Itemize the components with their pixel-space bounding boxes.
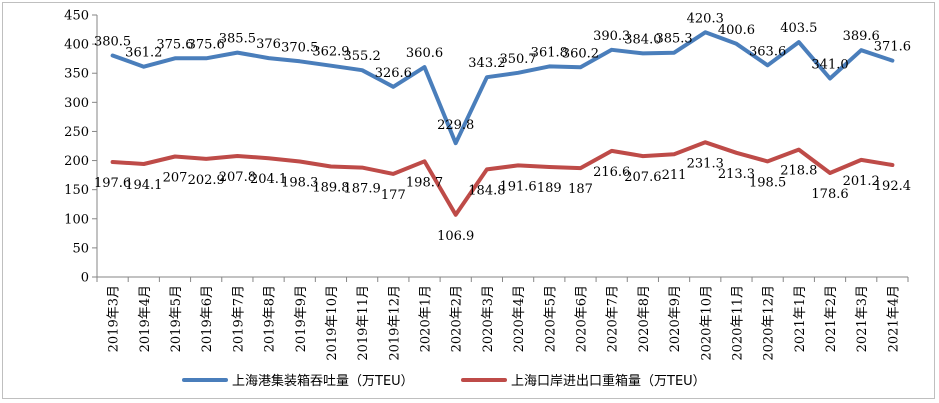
x-tick-label: 2020年4月 [512,285,527,352]
y-tick-label: 50 [72,241,89,256]
data-label-throughput: 343.2 [468,56,505,71]
x-tick-label: 2020年3月 [481,285,496,352]
data-label-throughput: 362.9 [312,45,349,60]
x-tick-label: 2021年3月 [855,285,870,352]
x-tick-label: 2020年1月 [419,285,434,352]
x-tick-label: 2019年3月 [107,285,122,352]
x-tick-label: 2021年1月 [793,285,808,352]
data-label-throughput: 375.6 [156,37,193,52]
data-label-heavy-containers: 198.5 [749,175,786,190]
x-tick-label: 2021年4月 [886,285,901,352]
data-label-throughput: 420.3 [687,11,724,26]
legend-label-throughput: 上海港集装箱吞吐量（万TEU） [232,373,414,389]
data-label-throughput: 370.5 [281,40,318,55]
data-label-heavy-containers: 187 [568,182,593,197]
data-label-heavy-containers: 202.9 [188,173,225,188]
y-tick-label: 250 [64,125,89,140]
x-tick-label: 2020年5月 [543,285,558,352]
data-label-heavy-containers: 198.7 [406,175,443,190]
data-label-throughput: 371.6 [874,40,911,55]
x-tick-label: 2020年8月 [637,285,652,352]
data-label-heavy-containers: 189 [537,181,562,196]
y-tick-label: 400 [64,38,89,53]
chart-frame [2,2,935,399]
data-label-heavy-containers: 177 [381,188,406,203]
data-label-throughput: 385.5 [219,32,256,47]
series-line-heavy-containers [110,140,895,217]
data-label-heavy-containers: 207.8 [219,170,256,185]
data-label-throughput: 403.5 [780,21,817,36]
x-tick-label: 2020年6月 [574,285,589,352]
data-label-heavy-containers: 197.6 [94,176,131,191]
data-label-heavy-containers: 198.3 [281,176,318,191]
x-tick-label: 2019年9月 [294,285,309,352]
series-line-throughput [110,30,895,146]
data-label-heavy-containers: 184.8 [468,183,505,198]
data-label-throughput: 350.7 [499,52,536,67]
data-label-throughput: 363.6 [749,44,786,59]
x-tick-label: 2021年2月 [824,285,839,352]
data-label-heavy-containers: 191.6 [499,179,536,194]
x-tick-label: 2019年6月 [200,285,215,352]
y-tick-label: 350 [64,67,89,82]
x-tick-label: 2019年11月 [356,285,371,361]
data-label-throughput: 376 [256,37,281,52]
data-label-throughput: 326.6 [375,66,412,81]
y-tick-label: 450 [64,9,89,24]
data-label-throughput: 355.2 [344,49,381,64]
data-label-heavy-containers: 207 [163,170,188,185]
data-label-throughput: 385.3 [655,32,692,47]
data-label-heavy-containers: 211 [662,168,687,183]
data-label-throughput: 400.6 [718,23,755,38]
data-label-heavy-containers: 106.9 [437,229,474,244]
data-label-heavy-containers: 192.4 [874,179,911,194]
legend-label-heavy-containers: 上海口岸进出口重箱量（万TEU） [511,373,706,389]
data-label-throughput: 360.2 [562,46,599,61]
x-tick-label: 2020年2月 [450,285,465,352]
data-label-heavy-containers: 204.1 [250,172,287,187]
x-tick-label: 2019年8月 [263,285,278,352]
data-label-throughput: 361.2 [125,46,162,61]
x-tick-label: 2020年10月 [699,285,714,361]
x-tick-label: 2019年10月 [325,285,340,361]
data-label-heavy-containers: 189.8 [312,180,349,195]
y-tick-label: 300 [64,96,89,111]
data-label-throughput: 390.3 [593,29,630,44]
data-label-heavy-containers: 231.3 [687,156,724,171]
y-tick-label: 150 [64,183,89,198]
data-label-throughput: 375.6 [188,37,225,52]
data-label-throughput: 361.8 [531,45,568,60]
data-label-throughput: 384.0 [624,32,661,47]
x-tick-label: 2020年9月 [668,285,683,352]
x-tick-label: 2019年7月 [231,285,246,352]
y-tick-label: 0 [81,271,89,286]
y-tick-label: 200 [64,154,89,169]
x-tick-label: 2020年11月 [730,285,745,361]
data-label-heavy-containers: 187.9 [344,182,381,197]
data-label-throughput: 389.6 [843,29,880,44]
x-tick-label: 2019年5月 [169,285,184,352]
data-label-heavy-containers: 213.3 [718,167,755,182]
x-tick-label: 2020年7月 [606,285,621,352]
data-label-throughput: 229.8 [437,118,474,133]
data-label-throughput: 360.6 [406,46,443,61]
data-label-throughput: 380.5 [94,34,131,49]
data-label-heavy-containers: 207.6 [624,170,661,185]
data-label-heavy-containers: 194.1 [125,178,162,193]
y-tick-label: 100 [64,212,89,227]
data-label-heavy-containers: 216.6 [593,165,630,180]
data-label-heavy-containers: 218.8 [780,164,817,179]
data-label-throughput: 341.0 [811,57,848,72]
data-label-heavy-containers: 201.2 [843,174,880,189]
data-label-heavy-containers: 178.6 [811,187,848,202]
x-tick-label: 2019年4月 [138,285,153,352]
x-tick-label: 2020年12月 [762,285,777,361]
x-tick-label: 2019年12月 [387,285,402,361]
